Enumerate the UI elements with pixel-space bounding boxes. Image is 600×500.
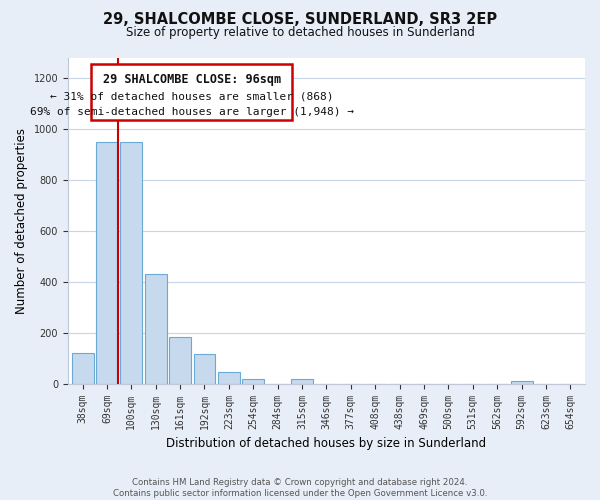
Bar bbox=[218, 372, 240, 384]
Bar bbox=[145, 274, 167, 384]
Text: 29 SHALCOMBE CLOSE: 96sqm: 29 SHALCOMBE CLOSE: 96sqm bbox=[103, 73, 281, 86]
Bar bbox=[242, 379, 264, 384]
X-axis label: Distribution of detached houses by size in Sunderland: Distribution of detached houses by size … bbox=[166, 437, 487, 450]
Bar bbox=[96, 142, 118, 384]
Text: Contains HM Land Registry data © Crown copyright and database right 2024.
Contai: Contains HM Land Registry data © Crown c… bbox=[113, 478, 487, 498]
FancyBboxPatch shape bbox=[91, 64, 292, 120]
Text: 69% of semi-detached houses are larger (1,948) →: 69% of semi-detached houses are larger (… bbox=[29, 106, 353, 117]
Y-axis label: Number of detached properties: Number of detached properties bbox=[15, 128, 28, 314]
Bar bbox=[169, 336, 191, 384]
Bar bbox=[121, 142, 142, 384]
Bar bbox=[291, 379, 313, 384]
Text: Size of property relative to detached houses in Sunderland: Size of property relative to detached ho… bbox=[125, 26, 475, 39]
Text: 29, SHALCOMBE CLOSE, SUNDERLAND, SR3 2EP: 29, SHALCOMBE CLOSE, SUNDERLAND, SR3 2EP bbox=[103, 12, 497, 28]
Text: ← 31% of detached houses are smaller (868): ← 31% of detached houses are smaller (86… bbox=[50, 92, 334, 102]
Bar bbox=[71, 353, 94, 384]
Bar bbox=[194, 354, 215, 384]
Bar bbox=[511, 380, 533, 384]
